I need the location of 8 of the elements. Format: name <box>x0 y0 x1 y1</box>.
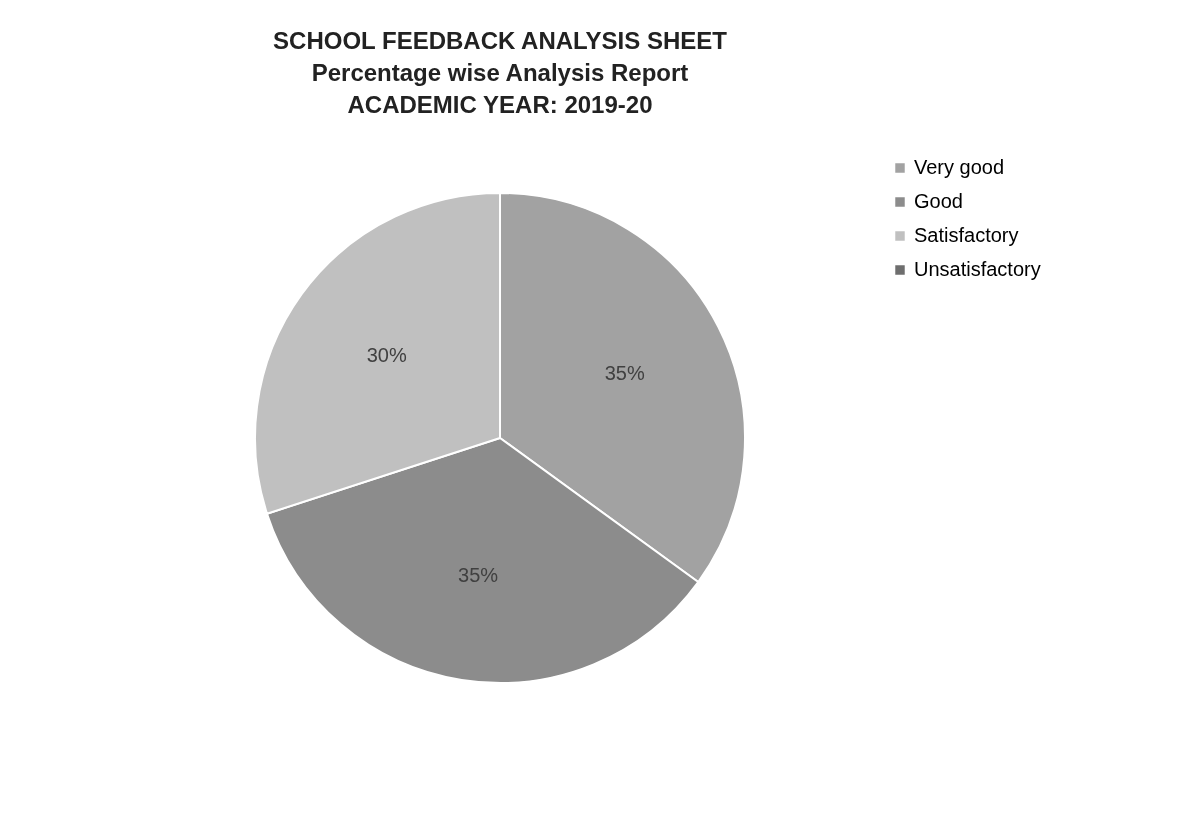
legend-label: Very good <box>914 156 1005 178</box>
data-label: 35% <box>458 564 499 587</box>
data-label: 35% <box>604 362 645 385</box>
data-label: 30% <box>366 343 407 366</box>
chart-title: SCHOOL FEEDBACK ANALYSIS SHEET Percentage wise Analysis Report ACADEMIC YEAR: 2019-20 <box>273 27 728 118</box>
legend-label: Good <box>914 190 963 212</box>
legend-label: Satisfactory <box>914 224 1019 246</box>
legend-label: Unsatisfactory <box>914 258 1041 280</box>
